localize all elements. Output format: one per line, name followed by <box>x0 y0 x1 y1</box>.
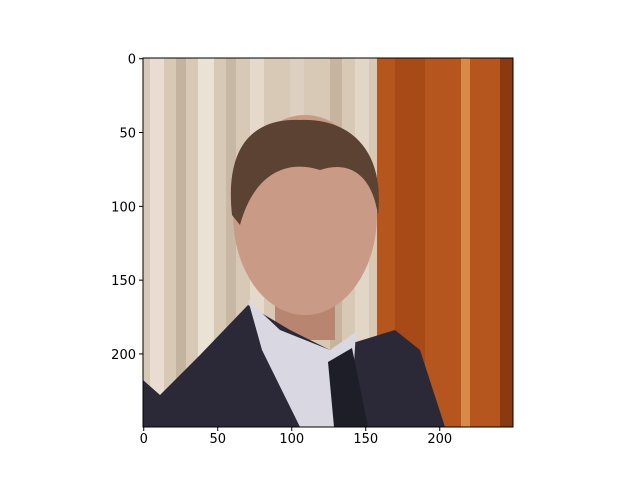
x-tick-label: 150 <box>353 432 378 447</box>
x-tick-label: 50 <box>209 432 226 447</box>
axes-frame <box>142 57 514 428</box>
x-tick-label: 100 <box>279 432 304 447</box>
y-tick-label: 100 <box>111 200 136 215</box>
y-tick-label: 200 <box>111 348 136 363</box>
x-tick-label: 200 <box>427 432 452 447</box>
photo <box>143 58 513 427</box>
y-tick-label: 50 <box>119 127 136 142</box>
y-tick-label: 0 <box>128 53 136 68</box>
y-tick-label: 150 <box>111 274 136 289</box>
x-tick-label: 0 <box>140 432 148 447</box>
